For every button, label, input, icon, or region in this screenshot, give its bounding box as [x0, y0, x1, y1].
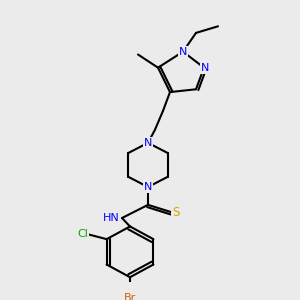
- Text: S: S: [172, 206, 180, 219]
- Text: N: N: [144, 182, 152, 192]
- Text: N: N: [144, 138, 152, 148]
- Text: N: N: [179, 47, 187, 57]
- Text: HN: HN: [103, 213, 120, 223]
- Text: Cl: Cl: [77, 230, 88, 239]
- Text: N: N: [201, 63, 209, 73]
- Text: Br: Br: [124, 293, 136, 300]
